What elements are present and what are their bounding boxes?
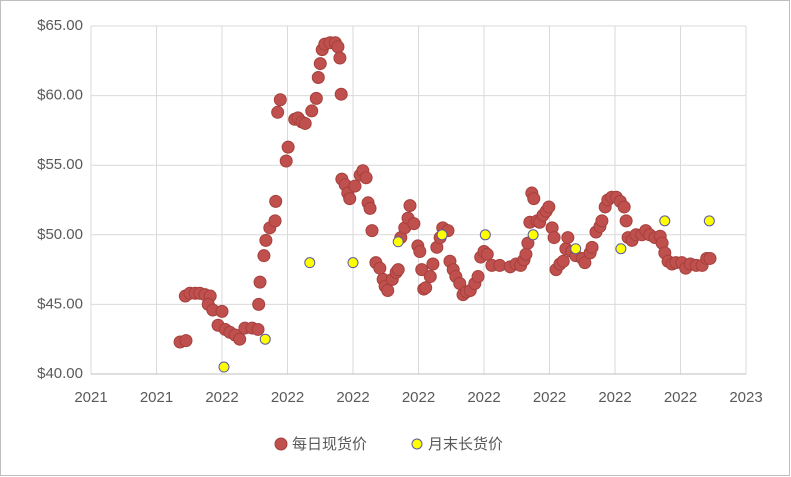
y-tick-label: $65.00 <box>37 17 83 34</box>
data-point <box>298 116 312 130</box>
legend-marker <box>274 437 288 451</box>
data-point <box>392 236 404 248</box>
data-point <box>426 257 440 271</box>
legend-label: 每日现货价 <box>292 436 367 453</box>
data-point <box>313 57 327 71</box>
data-point <box>561 231 575 245</box>
data-point <box>179 334 193 348</box>
data-point <box>521 236 535 250</box>
y-tick-label: $40.00 <box>37 365 83 382</box>
data-point <box>542 200 556 214</box>
data-point <box>519 247 533 261</box>
data-point <box>527 229 539 241</box>
x-tick-label: 2022 <box>336 389 369 406</box>
x-tick-label: 2022 <box>271 389 304 406</box>
data-point <box>271 105 285 119</box>
data-point <box>415 263 429 277</box>
data-point <box>269 194 283 208</box>
x-tick-label: 2022 <box>467 389 500 406</box>
data-point <box>479 229 491 241</box>
data-point <box>423 270 437 284</box>
data-point <box>348 179 362 193</box>
data-point <box>547 231 561 245</box>
data-point <box>407 217 421 231</box>
data-point <box>363 201 377 215</box>
data-point <box>333 51 347 65</box>
x-tick-label: 2022 <box>533 389 566 406</box>
y-tick-label: $50.00 <box>37 226 83 243</box>
data-point <box>419 281 433 295</box>
data-point <box>252 297 266 311</box>
data-point <box>527 192 541 206</box>
data-point <box>259 233 273 247</box>
data-point <box>659 215 671 227</box>
x-tick-label: 2021 <box>74 389 107 406</box>
data-point <box>436 229 448 241</box>
y-tick-label: $55.00 <box>37 156 83 173</box>
data-point <box>556 254 570 268</box>
x-tick-label: 2022 <box>205 389 238 406</box>
data-point <box>595 214 609 228</box>
x-tick-label: 2022 <box>598 389 631 406</box>
y-tick-label: $60.00 <box>37 87 83 104</box>
data-point <box>257 249 271 263</box>
legend-marker <box>411 438 423 450</box>
data-point <box>365 224 379 238</box>
data-point <box>403 199 417 213</box>
data-point <box>233 332 247 346</box>
data-point <box>343 192 357 206</box>
data-point <box>268 214 282 228</box>
data-point <box>309 91 323 105</box>
data-point <box>359 171 373 185</box>
data-point <box>381 283 395 297</box>
data-point <box>471 270 485 284</box>
data-point <box>615 243 627 255</box>
legend-label: 月末长货价 <box>428 436 503 453</box>
x-tick-label: 2021 <box>140 389 173 406</box>
x-tick-label: 2022 <box>402 389 435 406</box>
data-point <box>413 245 427 259</box>
data-point <box>334 87 348 101</box>
data-point <box>251 322 265 336</box>
data-point <box>331 40 345 54</box>
data-point <box>617 200 631 214</box>
x-tick-label: 2023 <box>729 389 762 406</box>
y-tick-label: $45.00 <box>37 295 83 312</box>
data-point <box>585 240 599 254</box>
data-point <box>703 251 717 265</box>
data-point <box>480 247 494 261</box>
data-point <box>218 361 230 373</box>
data-point <box>391 263 405 277</box>
data-point <box>619 214 633 228</box>
data-point <box>281 140 295 154</box>
data-point <box>373 261 387 275</box>
data-point <box>253 275 267 289</box>
data-point <box>259 333 271 345</box>
data-point <box>273 93 287 107</box>
data-point <box>305 104 319 118</box>
data-point <box>570 243 582 255</box>
data-point <box>279 154 293 168</box>
x-tick-label: 2022 <box>664 389 697 406</box>
data-point <box>703 215 715 227</box>
data-point <box>304 257 316 269</box>
data-point <box>311 71 325 85</box>
data-point <box>215 304 229 318</box>
data-point <box>347 257 359 269</box>
